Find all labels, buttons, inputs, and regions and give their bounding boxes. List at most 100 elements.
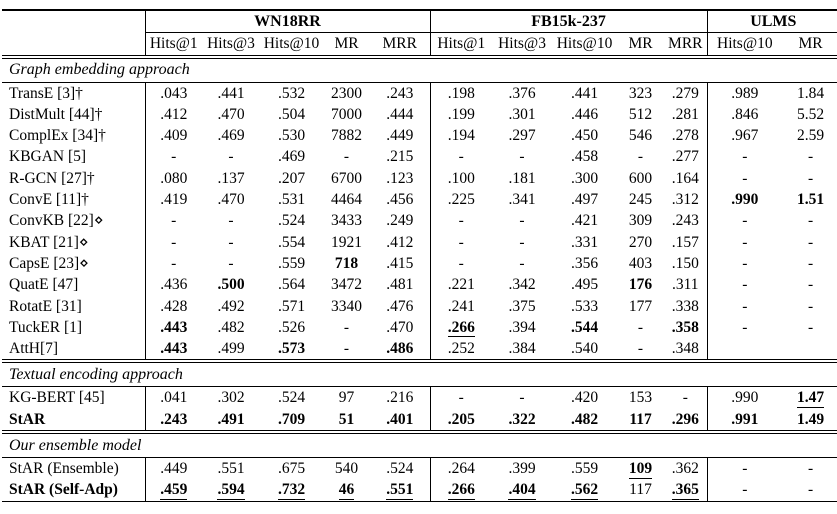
- metric-value-cell: -: [782, 274, 837, 295]
- cell-text: R-GCN [27]†: [9, 169, 95, 187]
- metric-value-cell: .362: [664, 458, 707, 480]
- cell-text: .470: [386, 318, 414, 336]
- metric-value-cell: -: [706, 316, 783, 339]
- cell-text: .421: [570, 212, 599, 230]
- cell-text: 117: [629, 481, 652, 499]
- cell-text: 4464: [331, 191, 362, 209]
- metric-value-cell: .312: [664, 189, 707, 210]
- cell-text: .441: [217, 84, 245, 102]
- cell-text: .436: [160, 276, 188, 294]
- cell-text: .444: [386, 105, 414, 123]
- table-row: KG-BERT [45] .041 .302 .524 97 .216 - - .420 153 -…: [2, 386, 837, 409]
- cell-text: .331: [570, 233, 599, 251]
- cell-text: 540: [334, 460, 359, 478]
- cell-text: ConvE [11]†: [9, 191, 89, 209]
- cell-text: DistMult [44]†: [9, 105, 103, 123]
- metric-value-cell: .341: [492, 189, 552, 210]
- metric-value-cell: .458: [552, 146, 617, 167]
- metric-value-cell: .482: [202, 317, 260, 338]
- cell-text: CapsE [23]⋄: [9, 254, 89, 272]
- cell-text: -: [807, 297, 814, 315]
- metric-value-cell: .495: [552, 274, 617, 295]
- cell-text: .216: [386, 389, 414, 407]
- cell-text: 3340: [331, 297, 362, 315]
- cell-text: .342: [508, 276, 536, 294]
- metric-value-cell: 1.51: [782, 189, 837, 210]
- cell-text: -: [742, 481, 748, 499]
- cell-text: -: [519, 148, 525, 166]
- metric-value-cell: .990: [706, 386, 783, 409]
- cell-text: 7000: [331, 105, 362, 123]
- metric-value-cell: -: [492, 387, 552, 409]
- cell-text: .551: [386, 481, 414, 500]
- metric-value-cell: 245: [617, 189, 664, 210]
- cell-text: 718: [334, 254, 359, 272]
- metric-value-cell: .486: [370, 338, 431, 364]
- cell-text: 2.59: [797, 127, 825, 145]
- cell-text: 2300: [331, 84, 362, 102]
- dataset-group-header: ULMS: [706, 10, 837, 34]
- metric-column-header: Hits@10: [552, 32, 618, 59]
- table-row: TransE [3]† .043 .441 .532 2300 .243 .198 .376.…: [2, 82, 837, 104]
- cell-text: .470: [217, 105, 245, 123]
- metric-value-cell: .404: [492, 479, 553, 502]
- metric-value-cell: .499: [202, 338, 260, 364]
- cell-text: .499: [217, 340, 245, 358]
- cell-text: -: [458, 212, 464, 230]
- metric-column-header: MR: [323, 32, 370, 59]
- metric-column-header: Hits@10: [706, 32, 783, 59]
- cell-text: .458: [570, 148, 599, 166]
- metric-value-cell: 2.59: [782, 125, 837, 146]
- cell-text: -: [637, 340, 644, 358]
- metric-value-cell: -: [144, 146, 202, 168]
- table-row: R-GCN [27]† .080 .137 .207 6700 .123 .100 .181.…: [2, 167, 837, 190]
- cell-text: .215: [386, 148, 414, 166]
- cell-text: StAR: [9, 410, 46, 428]
- metric-value-cell: -: [429, 210, 493, 232]
- section-title: Our ensemble model: [2, 432, 837, 459]
- metric-value-cell: .266: [429, 316, 493, 339]
- metric-value-cell: -: [782, 317, 837, 338]
- cell-text: Graph embedding approach: [9, 61, 190, 79]
- cell-text: StAR (Ensemble): [9, 460, 119, 478]
- cell-text: 1.49: [797, 410, 825, 428]
- cell-text: .441: [570, 84, 599, 102]
- cell-text: -: [343, 340, 350, 358]
- cell-text: -: [807, 148, 814, 166]
- metric-value-cell: .181: [492, 168, 552, 189]
- cell-text: .181: [508, 169, 536, 187]
- cell-text: 7882: [331, 127, 362, 145]
- model-name-cell: RotatE [31]: [2, 296, 145, 317]
- cell-text: 46: [338, 481, 355, 500]
- metric-value-cell: .990: [706, 189, 783, 211]
- metric-value-cell: .551: [370, 479, 431, 502]
- cell-text: -: [343, 318, 350, 336]
- cell-text: .264: [447, 460, 475, 478]
- cell-text: .449: [160, 460, 188, 478]
- metric-value-cell: .497: [552, 189, 617, 210]
- table-row: StAR .243 .491 .709 51 .401 .205 .322 .482 117 .29…: [2, 408, 837, 435]
- cell-text: 323: [628, 84, 653, 102]
- cell-text: Hits@10: [717, 35, 773, 53]
- cell-text: .709: [277, 410, 306, 428]
- cell-text: .500: [217, 276, 245, 294]
- table-row: StAR (Ensemble) .449 .551 .675 540 .524 .264 .3…: [2, 457, 837, 480]
- cell-text: .459: [160, 481, 188, 500]
- cell-text: .375: [508, 297, 536, 315]
- cell-text: KG-BERT [45]: [9, 389, 105, 407]
- metric-value-cell: .846: [706, 103, 783, 126]
- metric-value-cell: .266: [429, 479, 493, 502]
- metric-value-cell: .164: [664, 168, 707, 189]
- cell-text: -: [807, 460, 814, 478]
- metric-value-cell: -: [202, 253, 260, 274]
- cell-text: .482: [570, 410, 599, 428]
- cell-text: .301: [508, 105, 536, 123]
- metric-value-cell: .709: [260, 408, 323, 435]
- cell-text: .348: [671, 340, 699, 358]
- metric-value-cell: .394: [492, 317, 552, 338]
- metric-value-cell: .456: [370, 189, 430, 210]
- model-column-header: [2, 32, 145, 59]
- metric-value-cell: .199: [429, 103, 493, 126]
- metric-value-cell: 97: [323, 387, 370, 409]
- cell-text: -: [807, 169, 814, 187]
